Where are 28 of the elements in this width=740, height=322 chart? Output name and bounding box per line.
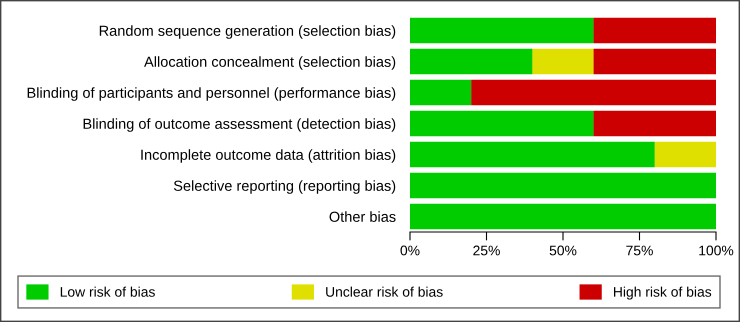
legend-label: Unclear risk of bias — [326, 286, 443, 297]
bar — [594, 48, 716, 74]
y-tick-label: Selective reporting (reporting bias) — [174, 180, 396, 194]
y-tick-label: Incomplete outcome data (attrition bias) — [141, 149, 396, 163]
bar — [594, 18, 716, 44]
x-tick-label: 25% — [473, 246, 500, 256]
y-tick-label: Random sequence generation (selection bias) — [100, 25, 396, 39]
bar — [654, 142, 716, 168]
x-tick-label: 100% — [699, 246, 734, 256]
y-tick-label: Other bias — [330, 211, 396, 222]
legend-label: High risk of bias — [614, 286, 712, 300]
x-tick-label: 0% — [400, 246, 420, 256]
bar — [532, 48, 594, 74]
y-tick-label: Blinding of participants and personnel (performance bias) — [28, 87, 396, 101]
bar — [410, 18, 594, 44]
y-tick-label: Blinding of outcome assessment (detection bias) — [84, 118, 396, 132]
y-tick-label: Allocation concealment (selection bias) — [144, 56, 396, 70]
x-tick-label: 75% — [626, 246, 653, 256]
bar — [594, 110, 716, 136]
bar — [410, 172, 716, 198]
bar — [410, 204, 716, 230]
bar — [410, 48, 532, 74]
bar — [410, 80, 472, 106]
legend-label: Low risk of bias — [60, 286, 155, 297]
bar — [410, 142, 655, 168]
bar — [410, 110, 594, 136]
x-tick-label: 50% — [550, 246, 576, 256]
bar — [471, 80, 716, 106]
